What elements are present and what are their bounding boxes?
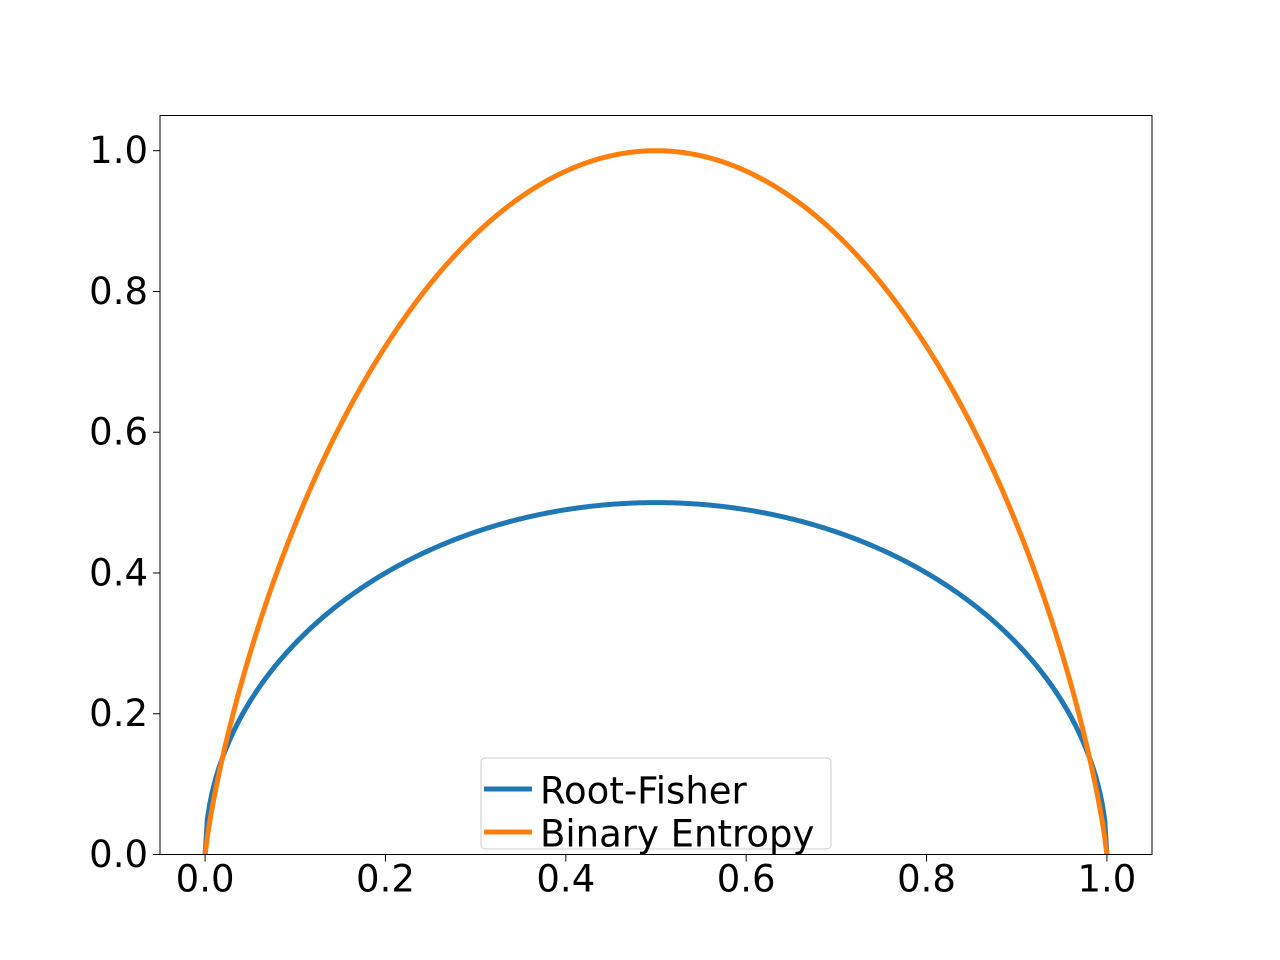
series-layer <box>202 148 1110 855</box>
x-tick-label: 0.6 <box>717 858 776 901</box>
x-tick-label: 0.2 <box>356 858 415 901</box>
y-tick-label: 1.0 <box>89 129 148 172</box>
y-tick-label: 0.4 <box>89 551 148 594</box>
plot-frame <box>159 115 1153 855</box>
y-tick-label: 0.0 <box>89 833 148 876</box>
x-tick-label: 0.4 <box>536 858 595 901</box>
series-line-root-fisher <box>202 500 1110 855</box>
series-line-binary-entropy <box>202 148 1110 855</box>
legend-frame <box>480 757 832 850</box>
y-tick-label: 0.8 <box>89 270 148 313</box>
legend: Root-Fisher Binary Entropy <box>480 757 832 856</box>
legend-label-root-fisher: Root-Fisher <box>540 770 748 813</box>
y-tick-label: 0.2 <box>89 692 148 735</box>
legend-label-binary-entropy: Binary Entropy <box>540 813 814 856</box>
y-axis: 0.0 0.2 0.4 0.6 0.8 1.0 <box>89 129 160 876</box>
x-tick-label: 0.8 <box>897 858 956 901</box>
x-tick-label: 1.0 <box>1077 858 1136 901</box>
y-tick-label: 0.6 <box>89 411 148 454</box>
x-axis: 0.0 0.2 0.4 0.6 0.8 1.0 <box>176 854 1136 901</box>
x-tick-label: 0.0 <box>176 858 235 901</box>
